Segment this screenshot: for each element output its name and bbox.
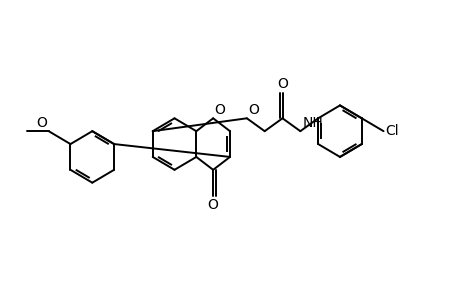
Text: O: O	[276, 76, 287, 91]
Text: Cl: Cl	[385, 124, 398, 138]
Text: O: O	[207, 198, 218, 212]
Text: O: O	[36, 116, 47, 130]
Text: NH: NH	[302, 116, 322, 130]
Text: O: O	[214, 103, 224, 117]
Text: O: O	[247, 103, 258, 117]
